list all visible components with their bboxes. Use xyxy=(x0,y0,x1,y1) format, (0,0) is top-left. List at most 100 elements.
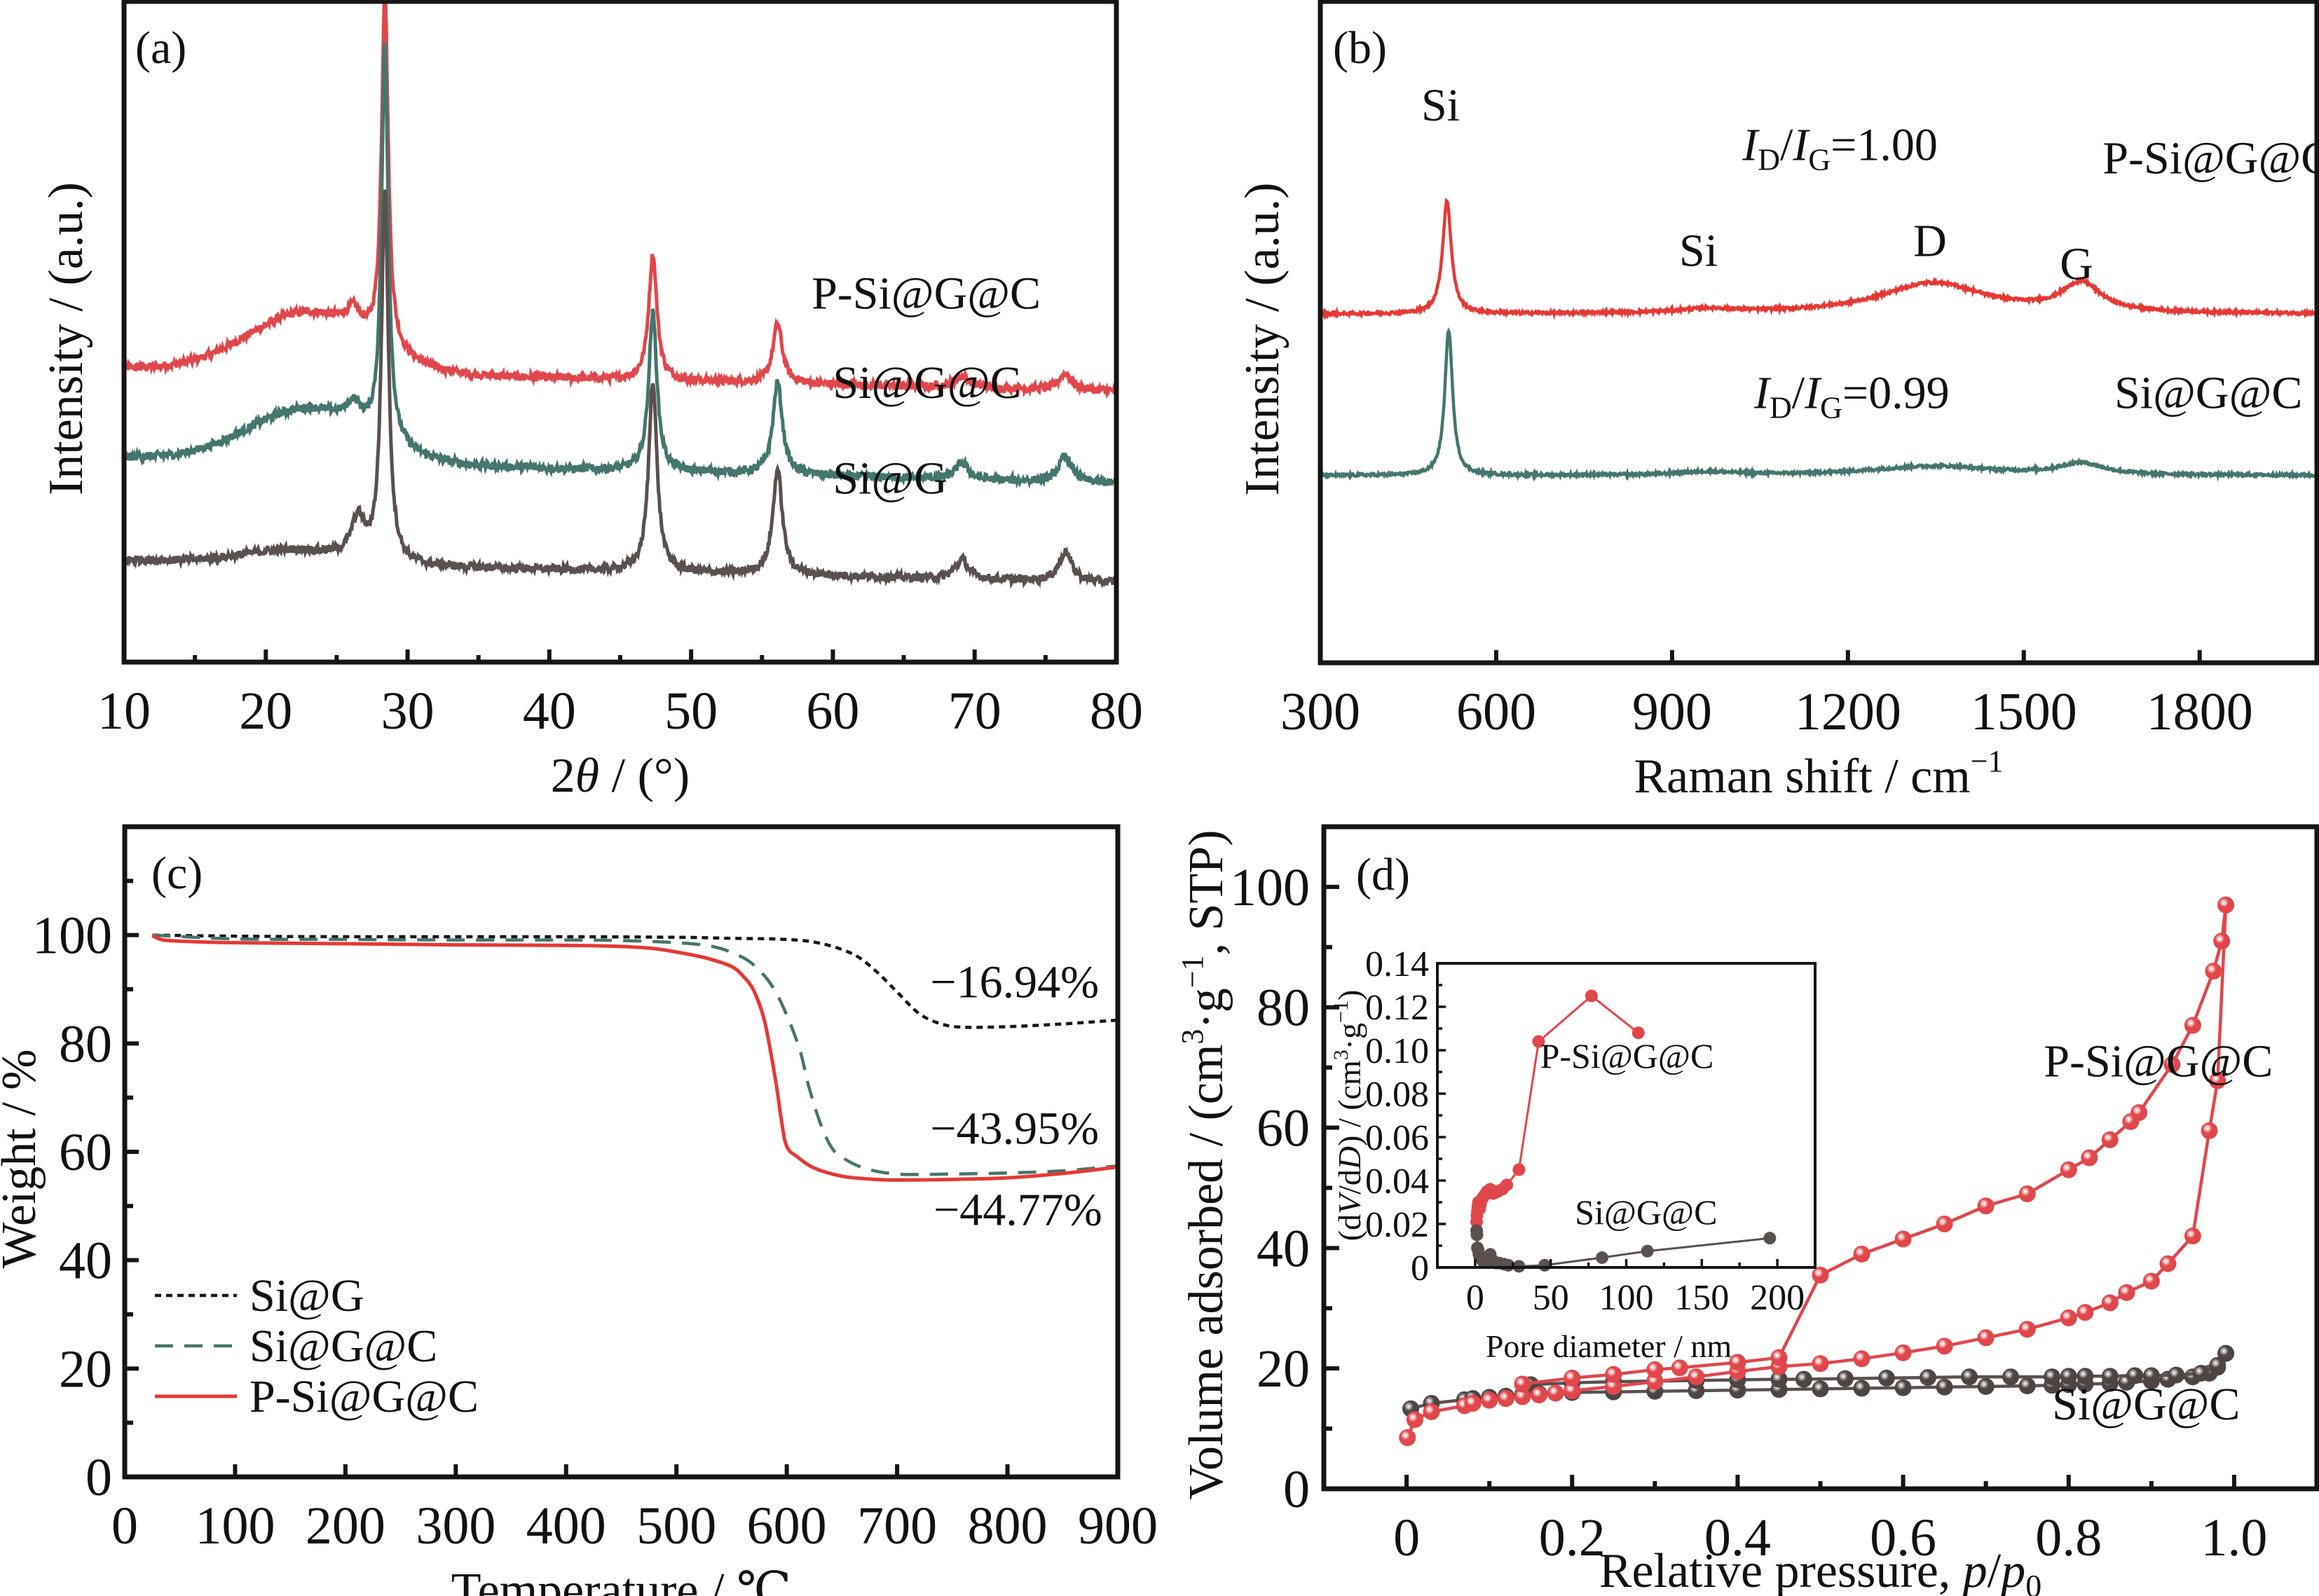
x-tick-label: 600 xyxy=(1456,682,1536,741)
inset-x-tick-label: 50 xyxy=(1533,1278,1569,1318)
x-axis-title: 2θ / (°) xyxy=(551,749,690,803)
data-point xyxy=(2126,1367,2144,1384)
data-point xyxy=(2101,1131,2119,1148)
data-point xyxy=(1812,1380,1829,1398)
data-point xyxy=(2192,1365,2210,1382)
inset-x-tick-label: 150 xyxy=(1674,1278,1729,1318)
data-point xyxy=(1646,1361,1664,1378)
x-tick-label: 80 xyxy=(1090,682,1143,741)
y-tick-label: 80 xyxy=(59,1014,112,1073)
peak-label: D xyxy=(1913,215,1947,266)
panel-a-xrd: 10 20 30 40 50 60 70 80 2θ / (°) Intensity / (a.u… xyxy=(39,0,1143,803)
data-point xyxy=(1729,1354,1746,1371)
x-axis-title-main: Raman shift / cm xyxy=(1634,750,1970,804)
y-axis-title: Intensity / (a.u.) xyxy=(1236,182,1290,495)
inset-data-point xyxy=(1596,1251,1609,1265)
ratio-i: I xyxy=(1742,120,1760,171)
data-point xyxy=(2205,963,2222,980)
panel-label: (d) xyxy=(1356,849,1410,900)
ratio-slash: / xyxy=(1792,368,1805,419)
x-tick-label: 60 xyxy=(806,682,859,741)
series-label: Si@G@C xyxy=(833,357,1020,408)
series-line-si-g-c xyxy=(122,42,1118,490)
data-point xyxy=(1481,1391,1498,1409)
y-axis-title: Volume adsorbed / (cm3·g−1, STP) xyxy=(1175,830,1233,1499)
data-point xyxy=(2060,1309,2077,1327)
data-point xyxy=(1894,1379,1912,1396)
data-point xyxy=(1894,1344,1912,1361)
x-tick-label: 40 xyxy=(523,682,576,741)
ratio-sub-g: G xyxy=(1808,143,1831,177)
data-point xyxy=(2018,1185,2036,1203)
data-point xyxy=(1671,1359,1688,1377)
x-tick-label: 400 xyxy=(526,1497,606,1555)
x-tick-label: 0 xyxy=(111,1497,138,1555)
inset-background xyxy=(1437,963,1815,1267)
data-point xyxy=(1936,1378,1953,1396)
inset-data-point xyxy=(1512,1163,1526,1176)
peak-label: G xyxy=(2060,238,2093,289)
data-point xyxy=(1812,1355,1829,1373)
inset-y-title-part: ) xyxy=(1332,990,1367,1000)
data-point xyxy=(2101,1368,2119,1385)
weight-loss-label: −16.94% xyxy=(930,957,1099,1008)
legend-label: P-Si@G@C xyxy=(249,1371,479,1422)
data-point xyxy=(2209,1072,2226,1089)
legend-label: Si@G xyxy=(249,1270,364,1321)
data-point xyxy=(1547,1384,1564,1402)
data-point xyxy=(2201,1122,2218,1139)
data-point xyxy=(1853,1350,1870,1368)
data-point xyxy=(1531,1386,1548,1403)
data-point xyxy=(1514,1375,1531,1393)
peak-label: Si xyxy=(1421,80,1460,131)
data-point xyxy=(1770,1349,1788,1366)
series-line-p-si-g-c xyxy=(151,934,1119,1182)
data-point xyxy=(1497,1390,1514,1408)
y-tick-label: 20 xyxy=(1257,1340,1310,1398)
data-point xyxy=(2018,1377,2036,1395)
series-line-si-g-c xyxy=(1319,326,2318,482)
x-tick-label: 1800 xyxy=(2147,682,2253,741)
data-point xyxy=(2142,1367,2160,1384)
data-point xyxy=(1646,1373,1664,1391)
ratio-i: I xyxy=(1792,120,1810,171)
data-point xyxy=(1977,1329,1995,1347)
y-tick-label: 0 xyxy=(1283,1460,1310,1519)
data-point xyxy=(2209,1356,2226,1374)
inset-y-tick-label: 0.08 xyxy=(1365,1075,1429,1115)
data-point xyxy=(1812,1267,1829,1284)
x-axis-title-superscript: −1 xyxy=(1971,744,2004,778)
data-point xyxy=(2217,1344,2235,1362)
y-axis-title: Intensity / (a.u.) xyxy=(39,182,93,495)
ratio-i: I xyxy=(1753,368,1772,419)
x-tick-label: 20 xyxy=(239,682,292,741)
series-line-si-g xyxy=(123,189,1119,589)
series-line-p-si-g-c xyxy=(122,0,1117,399)
inset-data-point xyxy=(1470,1228,1484,1241)
id-ig-ratio-label: ID/IG=1.00 xyxy=(1742,120,1938,177)
data-point xyxy=(1399,1429,1416,1446)
inset-x-axis-title: Pore diameter / nm xyxy=(1486,1328,1732,1364)
legend-label: Si@G@C xyxy=(249,1321,437,1372)
panel-c-tga: 0 100 200 300 400 500 600 700 800 900 0 20 40 60 80 100… xyxy=(0,824,1158,1596)
data-point xyxy=(1423,1403,1440,1421)
inset-data-point xyxy=(1532,1035,1545,1048)
data-point xyxy=(2060,1368,2077,1385)
x-axis-title: Raman shift / cm−1 xyxy=(1634,744,2003,804)
axes-frame xyxy=(121,0,1119,665)
data-point xyxy=(1920,1369,1937,1387)
x-tick-label: 300 xyxy=(416,1497,495,1555)
ratio-sub-d: D xyxy=(1758,143,1780,177)
inset-x-tick-label: 0 xyxy=(1466,1278,1484,1318)
ratio-sub-g: G xyxy=(1820,391,1842,425)
inset-y-title-part: (d xyxy=(1332,1214,1367,1241)
x-tick-label: 700 xyxy=(857,1497,937,1555)
x-axis-title-subscript: 0 xyxy=(2025,1568,2041,1596)
data-point xyxy=(1564,1369,1581,1387)
panel-label: (b) xyxy=(1333,22,1387,74)
ratio-sub-d: D xyxy=(1770,391,1792,425)
series-label: Si@G xyxy=(833,453,948,504)
y-axis-title-sup: 3 xyxy=(1175,1029,1210,1045)
x-tick-label: 1200 xyxy=(1795,682,1901,741)
inset-y-title-part: V xyxy=(1332,1191,1367,1214)
